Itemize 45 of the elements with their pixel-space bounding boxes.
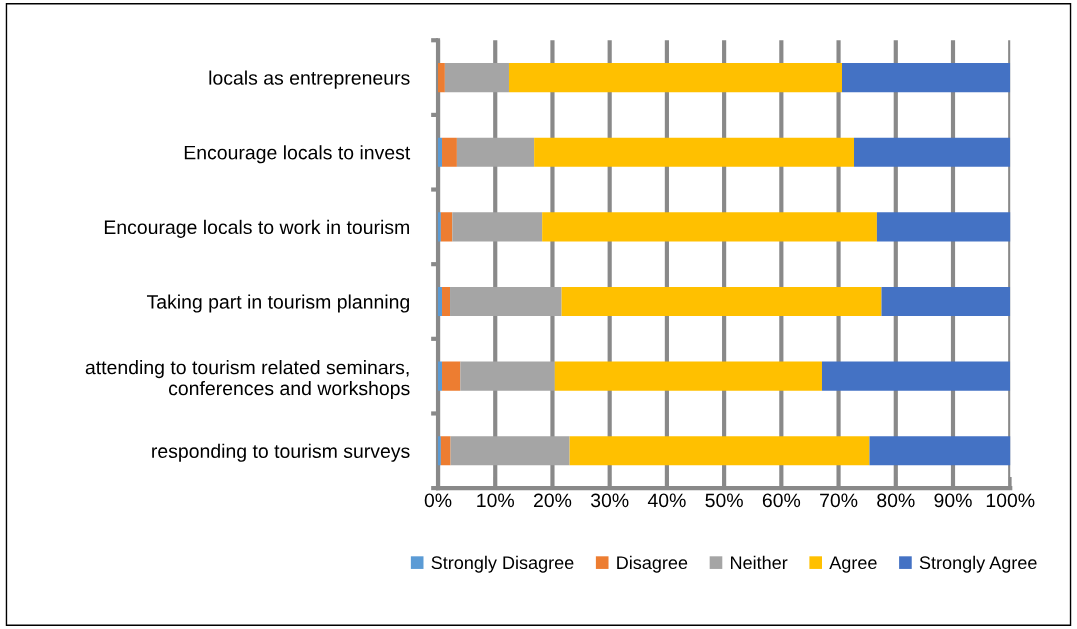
bar [444,63,509,93]
bar [561,286,882,317]
x-tick-label: 40% [647,493,686,508]
bar [508,63,842,93]
x-tick-label: 0% [424,493,452,508]
x-tick-label: 50% [705,493,743,508]
x-tick-label: 20% [533,493,572,508]
legend-label: Strongly Agree [919,555,1037,573]
bar [442,361,461,391]
bar [460,361,555,391]
y-tick-label: Taking part in tourism planning [146,294,410,313]
x-tick-label: 80% [877,493,915,508]
y-tick-label: Encourage locals to invest [184,145,411,164]
bar [869,436,1011,466]
y-tick-label: responding to tourism surveys [152,443,410,462]
y-tick-label: locals as entrepreneurs [209,70,410,89]
bar [450,286,562,317]
bar [554,361,822,391]
x-tick-label: 10% [477,493,514,508]
bar [876,212,1011,242]
bar [854,137,1011,167]
x-tick-label: 90% [934,493,972,508]
bar [821,361,1011,391]
bar [842,63,1011,93]
y-tick-label: Encourage locals to work in tourism [104,219,409,238]
bar [534,137,855,167]
legend-label: Neither [731,555,788,570]
bar [456,137,535,167]
bar [452,212,543,242]
bar [440,436,451,466]
bar [450,436,570,466]
bar [442,286,451,317]
legend-label: Strongly Disagree [431,555,574,573]
bar [442,137,457,167]
bar [881,286,1011,317]
bar [440,212,453,242]
y-tick-label: attending to tourism related seminars, conferences and workshops [85,360,410,400]
legend-label: Agree [829,556,877,573]
x-tick-label: 30% [590,493,629,508]
legend-label: Disagree [617,555,688,573]
bar [569,436,870,466]
x-tick-label: 100% [986,493,1035,508]
x-tick-label: 70% [820,493,858,508]
bar [542,212,877,242]
x-tick-label: 60% [762,493,801,508]
